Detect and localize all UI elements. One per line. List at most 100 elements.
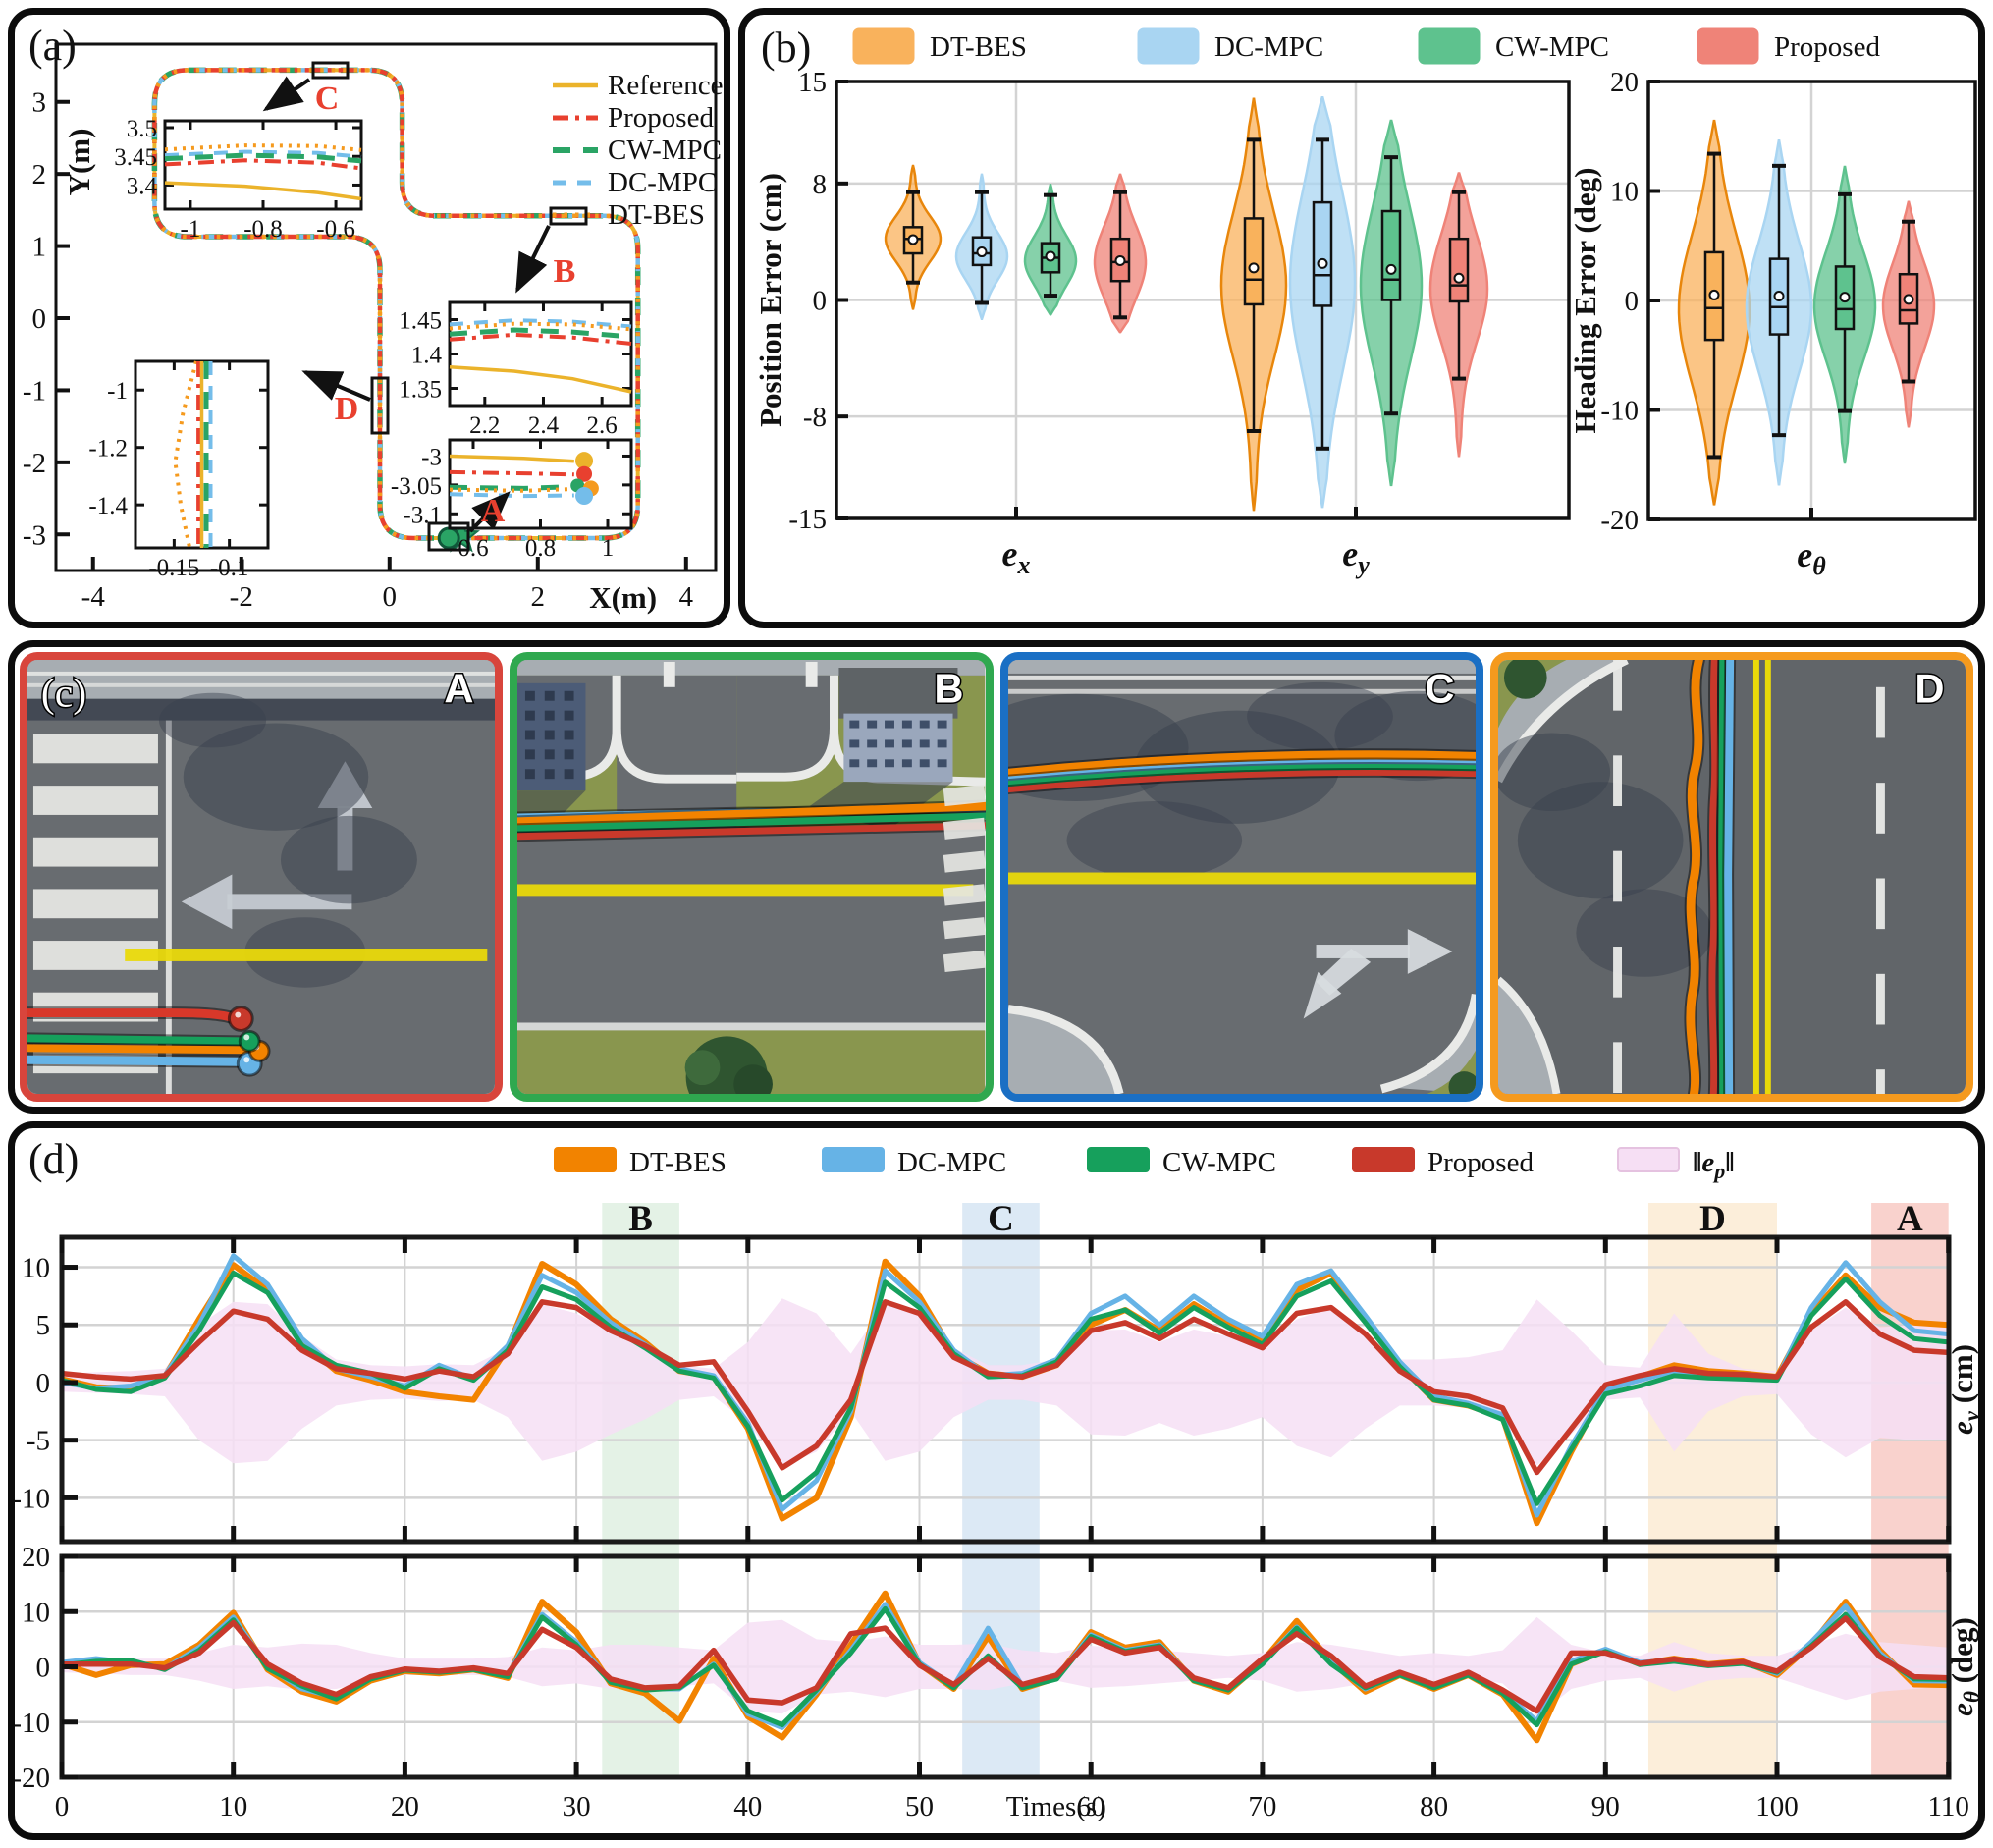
inset-y-tick-label: 1.35 [399,377,442,404]
crosswalk-stripe [32,889,158,919]
mean-dot-cw_mpc [1385,263,1397,275]
trajectory-cw-mpc [27,1034,244,1046]
band-letter-A: A [1897,1199,1923,1239]
corner-sidewalk [1382,996,1476,1094]
panel-a-label: (a) [28,22,77,70]
scene-letter-A: A [444,666,473,712]
inset-line-proposed [164,158,362,171]
inset-y-tick-label: 3.45 [114,144,157,171]
inset-line-reference [164,181,362,201]
box-proposed [1448,237,1470,303]
curb-line [1379,993,1476,1094]
tree [1447,1071,1476,1094]
y-tick-label: 0 [36,1368,51,1399]
building-window [525,749,536,760]
legend-label-proposed: Proposed [1427,1147,1534,1178]
building-right [843,713,953,783]
building-window [937,720,947,729]
trajectory-dc-mpc [1007,759,1476,782]
series-group [62,1253,1949,1527]
tree [1503,660,1547,699]
legend-swatch-dc_mpc [1137,27,1200,65]
x-tick-label: 10 [219,1791,247,1822]
lane-dash [1612,660,1622,711]
series-proposed [62,1615,1949,1714]
building-window [902,720,913,729]
callout-letter-D: D [335,391,359,427]
inset-line-cw_mpc [164,152,362,164]
start-marker-icon [437,526,460,550]
panel-c-label: (c) [41,672,86,717]
inset-x-tick-label: 0.8 [525,535,556,562]
building-roof [838,667,958,719]
y-tick-label: 15 [798,67,827,98]
scene-D-image: D [1497,660,1966,1094]
building-window [849,720,860,729]
inset-frame-B [448,300,633,408]
legend-swatch-proposed [1697,27,1759,65]
y-tick-label: -15 [788,504,827,535]
inset-y-tick-label: -1.2 [88,436,128,462]
scene-C-image: C [1007,660,1476,1094]
band-letter-C: C [988,1199,1014,1239]
corner-sidewalk [1497,981,1555,1094]
inset-line-reference [449,454,574,463]
y-tick-label: 10 [1610,177,1639,208]
callout-box-D [370,376,390,435]
envelope-ep [62,1298,1949,1467]
right-arrow-icon [1407,929,1452,974]
group-label-x: ex [1002,534,1031,579]
panel-a-trajectory: (a) -4 -2 0 2 4 3 2 1 0 -1 -2 -3 X(m) Y(m) Reference Pr… [8,8,730,628]
y-tick-label: -1 [23,375,46,407]
tree [684,1050,721,1086]
crosswalk-stripe [32,837,158,867]
road-line [27,682,496,687]
building-window [545,749,555,760]
building-window [867,720,878,729]
legend-label-cw_mpc: CW-MPC [608,135,722,166]
building-window [525,710,536,721]
scene-B-image: B [517,660,986,1094]
inset-line-dc_mpc [164,149,362,159]
building-window [937,739,947,748]
mean-dot-dc_mpc [1773,291,1785,302]
trajectory-proposed [1708,660,1718,1094]
left-arrow-icon [181,874,233,930]
y-tick-label: 0 [36,1653,51,1684]
inset-y-tick-label: 1.45 [399,308,442,335]
legend-swatch-cw_mpc [1087,1147,1150,1172]
building-window [564,690,574,701]
inset-x-tick-label: 2.2 [469,412,500,439]
mean-dot-proposed [1114,254,1126,266]
callout-arrow-C [262,76,311,112]
legend-label-dc_mpc: DC-MPC [897,1147,1006,1178]
panel-b-violin: (b) DT-BES DC-MPC CW-MPC Proposed 15 8 0 -8 -15 e… [738,8,1985,628]
trajectory-cw-mpc [517,812,986,833]
building-window [867,739,878,748]
inset-endpoint-reference [575,452,594,470]
tree-shadow [1066,801,1242,880]
y-tick-label: -5 [27,1426,50,1457]
road-line [1007,675,1476,680]
box-dt_bes [1243,217,1265,306]
x-tick-label: 90 [1591,1791,1620,1822]
y-tick-label: 8 [813,169,828,200]
trajectory-chart: -4 -2 0 2 4 3 2 1 0 -1 -2 -3 X(m) Y(m) ReferencePropos… [23,42,724,615]
trajectory-proposed [517,822,986,841]
crosswalk-stripe [943,917,986,940]
lane-dash [1875,1069,1885,1094]
building-window [849,739,860,748]
box-cw_mpc [1380,209,1402,301]
legend-swatch-ep [1617,1147,1680,1172]
lane-dash [1612,755,1622,806]
panel-c-scenes: A (c) B C D [8,640,1985,1114]
inset-x-tick-label: -0.1 [210,555,249,581]
tree-shadow [1246,681,1393,751]
x-axis-label: X(m) [589,580,657,615]
legend-label-proposed: Proposed [608,102,714,134]
mean-dot-proposed [1453,272,1465,284]
x-tick-label: 0 [383,581,398,613]
y-tick-label: -20 [15,1763,50,1794]
building-window [920,720,930,729]
inset-line-dt_bes [164,143,362,152]
